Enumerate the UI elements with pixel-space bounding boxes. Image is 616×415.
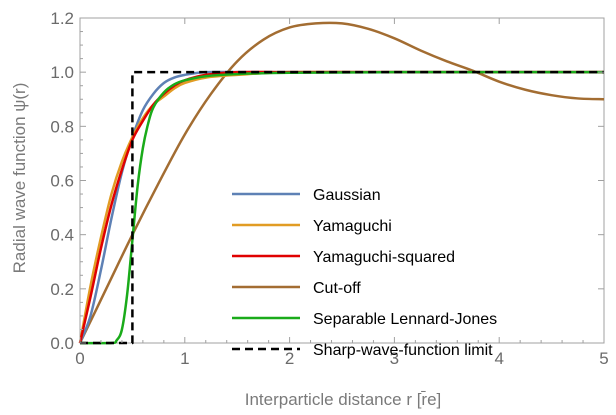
legend: Gaussian Yamaguchi Yamaguchi-squared Cut-of… [232, 187, 497, 359]
x-tick-label: 3 [390, 349, 399, 368]
series-line-gaussian [78, 70, 604, 344]
y-tick-label: 0.2 [50, 280, 74, 299]
series-line-separable-lennard-jones [79, 70, 605, 345]
y-tick-label: 0.8 [50, 117, 74, 136]
x-tick-label: 1 [180, 349, 189, 368]
legend-label: Gaussian [313, 187, 381, 204]
y-tick-label: 1.0 [50, 63, 74, 82]
legend-label: Yamaguchi-squared [313, 249, 455, 266]
series-layer [78, 21, 605, 345]
series-line-cut-off [78, 21, 605, 344]
legend-label: Separable Lennard-Jones [313, 311, 497, 328]
y-tick-label: 0.6 [50, 172, 74, 191]
legend-label: Yamaguchi [313, 218, 392, 235]
y-tick-label: 1.2 [50, 9, 74, 28]
y-tick-label: 0.4 [50, 226, 74, 245]
x-tick-label: 4 [494, 349, 503, 368]
y-axis-title: Radial wave function ψ(r) [10, 83, 29, 274]
x-tick-label: 0 [75, 349, 84, 368]
series-line-sharp-wave-function-limit [80, 70, 604, 345]
legend-label: Cut-off [313, 280, 361, 297]
x-tick-label: 5 [599, 349, 608, 368]
series-line-yamaguchi-squared [78, 70, 604, 344]
x-tick-label: 2 [285, 349, 294, 368]
series-line-yamaguchi [78, 70, 604, 344]
x-axis-ticks: 0 1 2 3 4 5 [75, 18, 609, 368]
y-tick-label: 0.0 [50, 334, 74, 353]
x-axis-title: Interparticle distance r [r̄e] [245, 390, 442, 409]
y-axis-ticks: 0.0 0.2 0.4 0.6 0.8 1.0 1.2 [50, 9, 604, 353]
legend-label: Sharp-wave-function limit [313, 342, 493, 359]
